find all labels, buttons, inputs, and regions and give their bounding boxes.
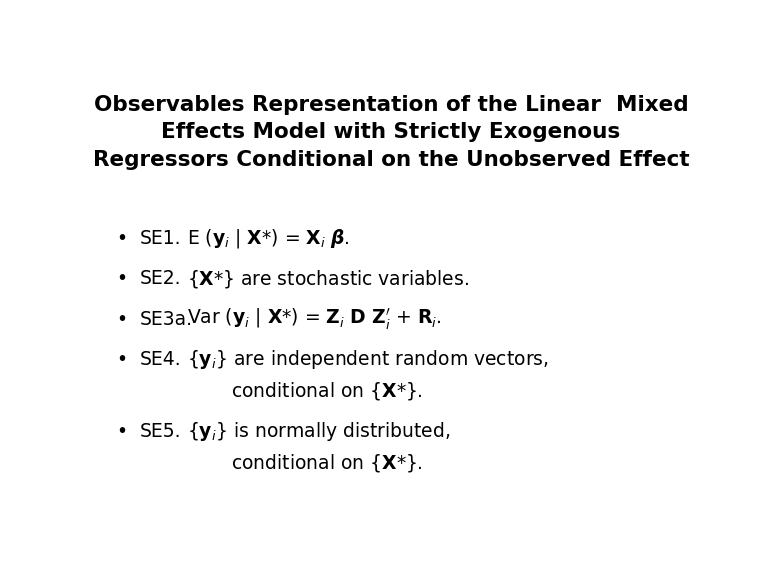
Text: SE4.: SE4. — [140, 350, 182, 369]
Text: {$\mathbf{X}$*} are stochastic variables.: {$\mathbf{X}$*} are stochastic variables… — [187, 268, 469, 290]
Text: conditional on {$\mathbf{X}$*}.: conditional on {$\mathbf{X}$*}. — [231, 452, 423, 474]
Text: {$\mathbf{y}$$_i$} are independent random vectors,: {$\mathbf{y}$$_i$} are independent rando… — [187, 348, 549, 371]
Text: SE5.: SE5. — [140, 422, 182, 441]
Text: •: • — [117, 229, 127, 248]
Text: SE2.: SE2. — [140, 269, 182, 288]
Text: Observables Representation of the Linear  Mixed: Observables Representation of the Linear… — [94, 94, 688, 115]
Text: Regressors Conditional on the Unobserved Effect: Regressors Conditional on the Unobserved… — [93, 150, 689, 170]
Text: •: • — [117, 310, 127, 329]
Text: conditional on {$\mathbf{X}$*}.: conditional on {$\mathbf{X}$*}. — [231, 380, 423, 402]
Text: •: • — [117, 422, 127, 441]
Text: •: • — [117, 269, 127, 288]
Text: Effects Model with Strictly Exogenous: Effects Model with Strictly Exogenous — [162, 122, 620, 142]
Text: {$\mathbf{y}$$_i$} is normally distributed,: {$\mathbf{y}$$_i$} is normally distribut… — [187, 420, 450, 443]
Text: •: • — [117, 350, 127, 369]
Text: SE3a.: SE3a. — [140, 310, 193, 329]
Text: Var ($\mathbf{y}$$_i$ | $\mathbf{X}$*) = $\mathbf{Z}$$_i$ $\mathbf{D}$ $\mathbf{: Var ($\mathbf{y}$$_i$ | $\mathbf{X}$*) =… — [187, 306, 442, 332]
Text: E ($\mathbf{y}$$_i$ | $\mathbf{X}$*) = $\mathbf{X}$$_i$ $\boldsymbol{\beta}$.: E ($\mathbf{y}$$_i$ | $\mathbf{X}$*) = $… — [187, 227, 350, 250]
Text: SE1.: SE1. — [140, 229, 182, 248]
